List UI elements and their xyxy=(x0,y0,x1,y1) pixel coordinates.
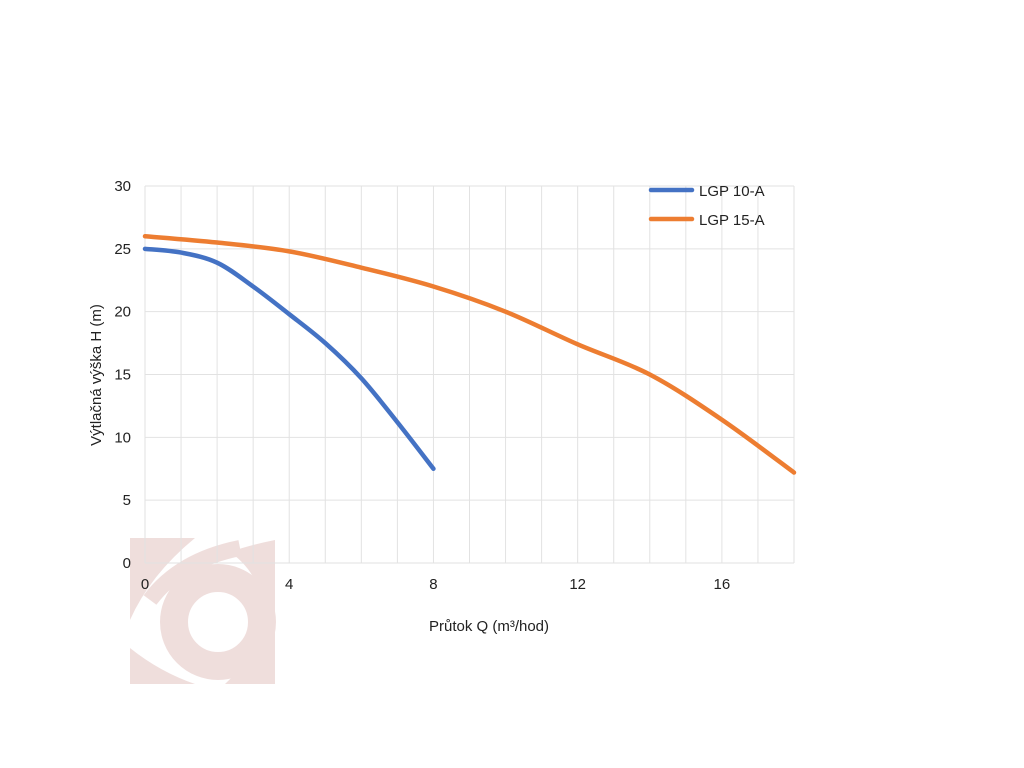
legend-label-lgp10a: LGP 10-A xyxy=(699,183,765,200)
y-tick-label: 10 xyxy=(114,429,131,446)
y-tick-label: 15 xyxy=(114,367,131,384)
x-tick-label: 8 xyxy=(429,576,437,593)
y-axis-title: Výtlačná výška H (m) xyxy=(88,304,105,446)
x-tick-label: 16 xyxy=(714,576,731,593)
x-tick-label: 12 xyxy=(569,576,586,593)
series-layer xyxy=(142,234,797,475)
y-tick-label: 0 xyxy=(123,555,131,572)
y-tick-label: 20 xyxy=(114,304,131,321)
x-tick-label: 0 xyxy=(141,576,149,593)
tick-labels: 0 5 10 15 20 25 30 0 4 8 12 16 xyxy=(114,178,730,593)
legend-label-lgp15a: LGP 15-A xyxy=(699,212,765,229)
x-axis-title: Průtok Q (m³/hod) xyxy=(429,618,549,635)
legend: LGP 10-A LGP 15-A xyxy=(648,183,765,229)
y-tick-label: 25 xyxy=(114,241,131,258)
series-line-0 xyxy=(142,246,436,471)
grid xyxy=(144,185,795,564)
series-line-1 xyxy=(142,234,797,475)
y-tick-label: 5 xyxy=(123,492,131,509)
x-tick-label: 4 xyxy=(285,576,293,593)
logo-watermark-icon xyxy=(130,538,276,684)
y-tick-label: 30 xyxy=(114,178,131,195)
